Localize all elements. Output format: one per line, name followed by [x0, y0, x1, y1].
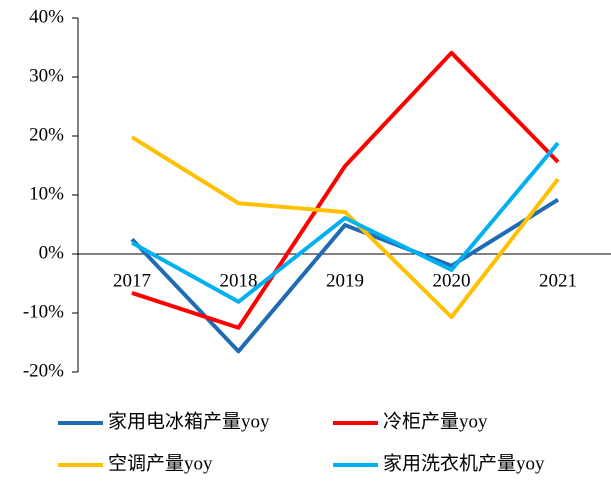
- x-tick-label: 2019: [326, 270, 364, 291]
- y-tick-label: 10%: [29, 183, 64, 204]
- legend-label: 空调产量yoy: [108, 452, 213, 474]
- y-tick-label: -10%: [23, 301, 64, 322]
- legend-label: 冷柜产量yoy: [383, 410, 488, 432]
- series-line: [131, 141, 560, 304]
- y-tick-label: 30%: [29, 65, 64, 86]
- series-line: [131, 50, 560, 330]
- y-tick-label: -20%: [23, 360, 64, 381]
- legend-label: 家用电冰箱产量yoy: [108, 410, 270, 432]
- y-tick-label: 40%: [29, 6, 64, 27]
- y-tick-label: 20%: [29, 124, 64, 145]
- x-tick-label: 2017: [113, 270, 151, 291]
- x-tick-label: 2018: [220, 270, 258, 291]
- series-line: [130, 198, 560, 354]
- legend-label: 家用洗衣机产量yoy: [383, 452, 545, 474]
- x-tick-label: 2021: [539, 270, 577, 291]
- series-line: [130, 135, 560, 320]
- y-tick-label: 0%: [39, 242, 65, 263]
- x-tick-label: 2020: [433, 270, 471, 291]
